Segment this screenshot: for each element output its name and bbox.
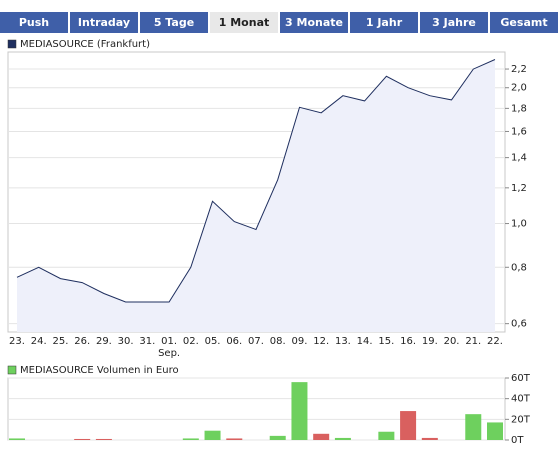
volume-bar <box>313 433 330 440</box>
y-tick-label: 0,8 <box>511 262 527 273</box>
x-tick-label: 08. <box>270 336 286 347</box>
y-tick-label: 0,6 <box>511 319 527 330</box>
plot-area <box>7 377 506 441</box>
y-tick-label: 1,8 <box>511 103 527 114</box>
x-tick-label: 29. <box>96 336 112 347</box>
volume-bar <box>400 411 417 440</box>
volume-bar <box>269 435 286 440</box>
volume-bar <box>334 437 351 440</box>
y-tick-label: 2,2 <box>511 64 527 75</box>
volume-bar <box>378 431 395 440</box>
y-tick-label: 20T <box>511 414 531 425</box>
x-sublabel: Sep. <box>158 348 180 359</box>
x-tick-label: 31. <box>139 336 155 347</box>
x-tick-label: 02. <box>183 336 199 347</box>
tab[interactable]: 5 Tage <box>140 12 208 33</box>
volume-bar <box>291 382 308 440</box>
volume-bar <box>182 438 199 440</box>
y-tick-label: 0T <box>511 435 524 446</box>
volume-bar <box>421 437 438 440</box>
tab-bar: Push Intraday 5 Tage 1 Monat 3 Monate 1 Jahr 3… <box>0 12 560 33</box>
x-tick-label: 23. <box>9 336 25 347</box>
x-tick-label: 20. <box>444 336 460 347</box>
tab[interactable]: 1 Monat <box>210 12 278 33</box>
x-tick-label: 21. <box>465 336 481 347</box>
volume-bar <box>204 430 221 440</box>
x-tick-label: 16. <box>400 336 416 347</box>
x-tick-label: 14. <box>357 336 373 347</box>
x-tick-label: 05. <box>205 336 221 347</box>
x-tick-label: 09. <box>292 336 308 347</box>
x-tick-label: 07. <box>248 336 264 347</box>
volume-bar <box>465 414 482 440</box>
x-tick-label: 01. <box>161 336 177 347</box>
volume-bar <box>226 438 243 440</box>
volume-bar <box>95 438 112 440</box>
y-tick-label: 1,4 <box>511 153 527 164</box>
volume-bar <box>74 438 91 440</box>
legend-swatch <box>7 365 17 375</box>
tab[interactable]: Gesamt <box>490 12 558 33</box>
tab[interactable]: 3 Jahre <box>420 12 488 33</box>
y-tick-label: 1,2 <box>511 183 527 194</box>
x-tick-label: 30. <box>118 336 134 347</box>
tab[interactable]: Push <box>0 12 68 33</box>
legend-swatch <box>7 39 17 49</box>
legend-label: MEDIASOURCE Volumen in Euro <box>20 365 179 376</box>
volume-bar <box>487 422 503 440</box>
y-tick-label: 40T <box>511 394 531 405</box>
volume-bar <box>9 438 25 440</box>
x-tick-label: 13. <box>335 336 351 347</box>
legend-label: MEDIASOURCE (Frankfurt) <box>20 39 150 50</box>
area-fill <box>17 59 495 332</box>
tab[interactable]: 3 Monate <box>280 12 348 33</box>
x-tick-label: 22. <box>487 336 503 347</box>
tab[interactable]: 1 Jahr <box>350 12 418 33</box>
x-tick-label: 24. <box>31 336 47 347</box>
x-tick-label: 12. <box>313 336 329 347</box>
x-tick-label: 25. <box>53 336 69 347</box>
x-tick-label: 19. <box>422 336 438 347</box>
x-tick-label: 15. <box>378 336 394 347</box>
price-line <box>16 59 496 303</box>
y-tick-label: 1,6 <box>511 126 527 137</box>
y-tick-label: 1,0 <box>511 219 527 230</box>
x-tick-label: 26. <box>74 336 90 347</box>
x-tick-label: 06. <box>226 336 242 347</box>
y-tick-label: 2,0 <box>511 83 527 94</box>
tab[interactable]: Intraday <box>70 12 138 33</box>
y-tick-label: 60T <box>511 373 531 384</box>
